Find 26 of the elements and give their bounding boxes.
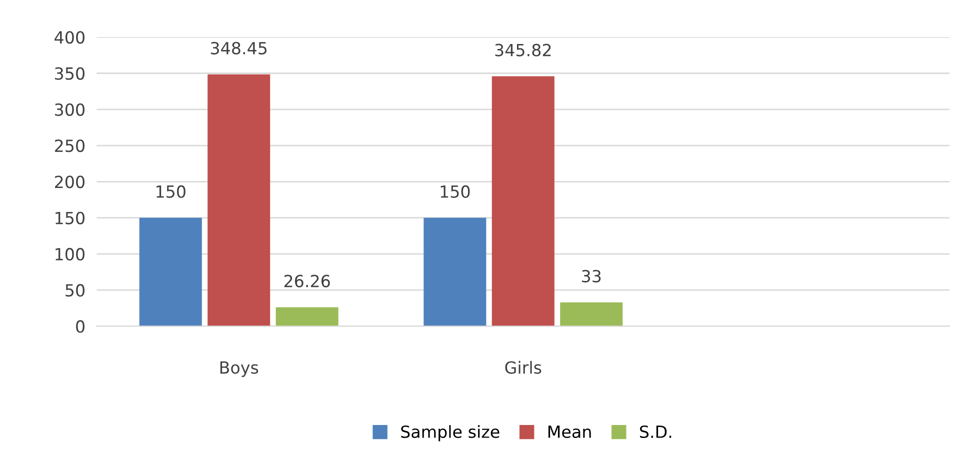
- y-tick-label: 0: [76, 320, 84, 333]
- bar: [560, 302, 623, 326]
- bar: [276, 307, 338, 326]
- y-tick-label: 150: [56, 212, 84, 224]
- data-label: 345.82: [495, 44, 551, 56]
- legend-label: Sample size: [401, 425, 500, 442]
- legend-label: S.D.: [640, 425, 672, 438]
- data-label: 26.26: [284, 274, 330, 288]
- bar: [492, 76, 554, 326]
- legend-label: Mean: [548, 426, 591, 438]
- y-tick-label: 250: [55, 139, 84, 152]
- x-tick-label: Girls: [505, 360, 542, 374]
- bar: [424, 218, 486, 326]
- bar: [208, 74, 270, 326]
- y-tick-label: 100: [56, 248, 84, 260]
- x-tick-label: Boys: [220, 361, 258, 378]
- y-tick-label: 350: [55, 67, 84, 80]
- data-label: 150: [156, 185, 186, 198]
- data-label: 348.45: [210, 42, 267, 54]
- y-tick-label: 300: [55, 103, 84, 116]
- bar: [139, 218, 202, 326]
- data-label: 150: [440, 185, 470, 198]
- data-label: 33: [582, 270, 601, 282]
- y-tick-label: 400: [54, 31, 84, 44]
- y-tick-label: 50: [66, 284, 84, 297]
- y-tick-label: 200: [55, 176, 84, 188]
